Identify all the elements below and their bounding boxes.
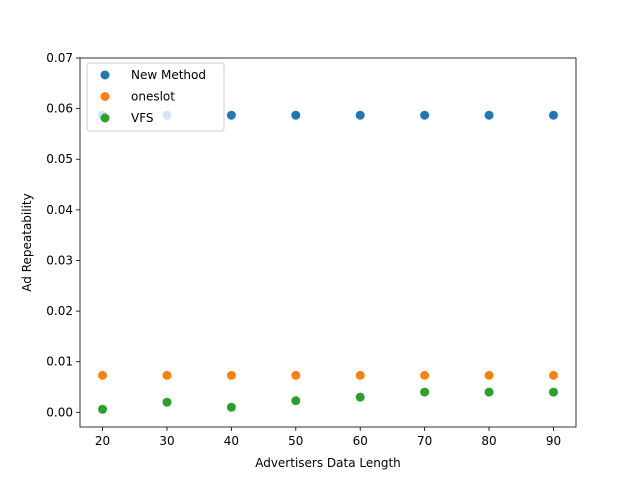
y-axis-label: Ad Repeatability [20,193,34,291]
legend-marker [100,113,110,123]
y-tick-label: 0.04 [46,203,73,217]
data-point [291,110,301,120]
x-axis-label: Advertisers Data Length [255,456,401,470]
data-point [484,110,494,120]
x-tick-label: 60 [353,434,368,448]
data-point [548,370,558,380]
legend-box [86,62,225,132]
data-point [98,404,108,414]
data-point [420,387,430,397]
x-tick-label: 70 [417,434,432,448]
y-tick-label: 0.05 [46,152,73,166]
x-tick-label: 50 [288,434,303,448]
plot-area-frame [79,57,577,428]
y-tick-label: 0.00 [46,405,73,419]
legend-marker [100,70,110,80]
data-point [420,370,430,380]
data-point [162,370,172,380]
y-axis-ticks: 0.00 0.01 0.02 0.03 0.04 0.05 0.06 0.07 [46,51,80,419]
series-oneslot [98,370,558,380]
legend-label: New Method [131,68,206,82]
data-point [226,370,236,380]
y-tick-label: 0.02 [46,304,73,318]
series-vfs [98,387,558,414]
data-point [420,110,430,120]
data-point [226,402,236,412]
legend-label: VFS [131,111,154,125]
x-tick-label: 40 [224,434,239,448]
data-point [548,110,558,120]
x-axis-ticks: 20 30 40 50 60 70 80 90 [95,427,561,448]
data-point [355,110,365,120]
data-point [484,387,494,397]
y-tick-label: 0.01 [46,355,73,369]
x-tick-label: 30 [159,434,174,448]
data-point [162,397,172,407]
x-tick-label: 90 [546,434,561,448]
data-point [355,370,365,380]
legend-label: oneslot [131,90,175,104]
y-tick-label: 0.06 [46,102,73,116]
data-point [226,110,236,120]
data-point [291,396,301,406]
x-tick-label: 80 [481,434,496,448]
legend: New Method oneslot VFS [86,62,225,132]
data-point [98,370,108,380]
data-point [291,370,301,380]
data-point [484,370,494,380]
y-tick-label: 0.03 [46,253,73,267]
y-tick-label: 0.07 [46,51,73,65]
legend-marker [100,92,110,101]
data-point [355,392,365,402]
x-tick-label: 20 [95,434,110,448]
data-point [548,387,558,397]
